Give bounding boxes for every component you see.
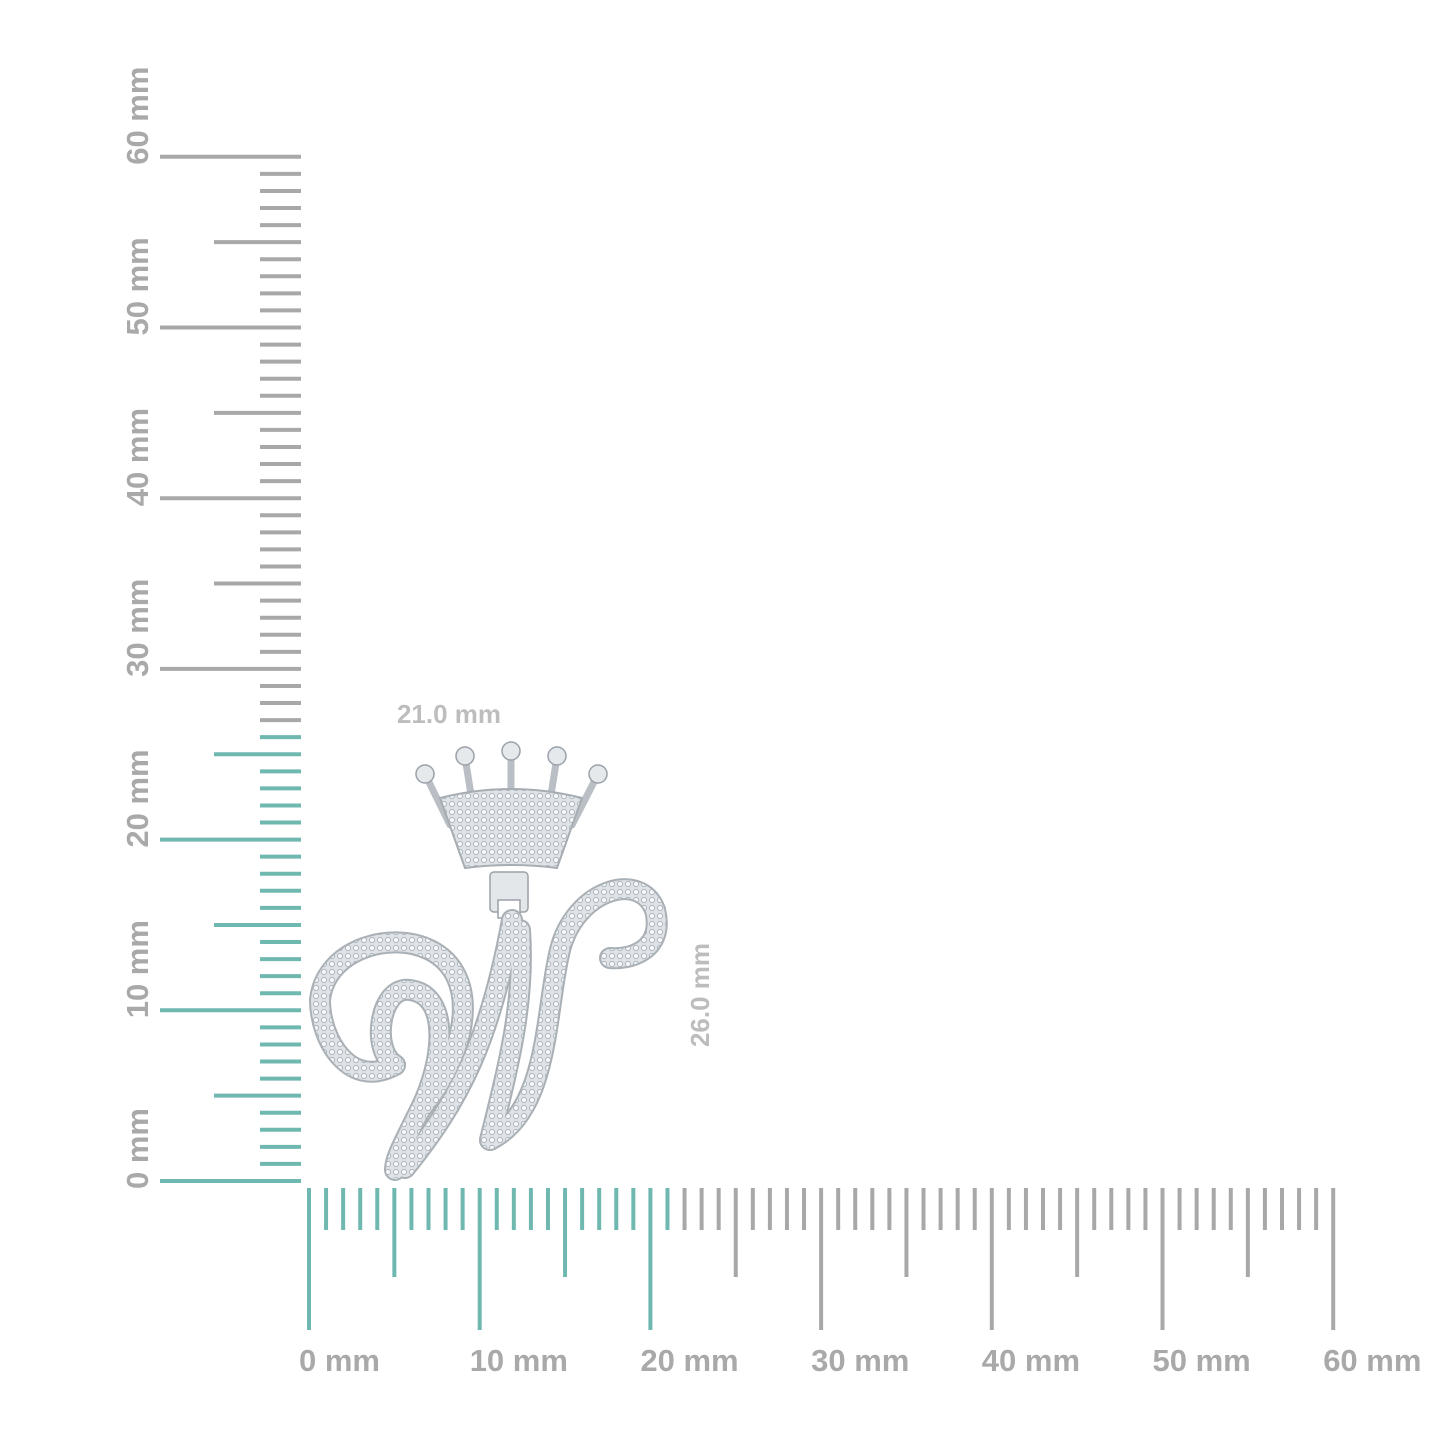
horizontal-ruler-label: 20 mm <box>640 1343 738 1378</box>
letter-w <box>308 878 668 1181</box>
vertical-ruler-label: 60 mm <box>120 67 155 165</box>
vertical-ruler-label: 0 mm <box>120 1108 155 1189</box>
horizontal-ruler-label: 60 mm <box>1323 1343 1421 1378</box>
horizontal-ruler-label: 40 mm <box>982 1343 1080 1378</box>
horizontal-ruler-label: 10 mm <box>470 1343 568 1378</box>
vertical-ruler-label: 20 mm <box>120 749 155 847</box>
horizontal-ruler-label: 30 mm <box>811 1343 909 1378</box>
horizontal-ruler-label: 50 mm <box>1153 1343 1251 1378</box>
horizontal-ruler-label: 0 mm <box>299 1343 380 1378</box>
vertical-ruler-label: 40 mm <box>120 408 155 506</box>
height-dimension-label: 26.0 mm <box>685 943 715 1047</box>
vertical-ruler-label: 50 mm <box>120 237 155 335</box>
vertical-ruler-label: 10 mm <box>120 920 155 1018</box>
crown <box>415 741 608 870</box>
vertical-ruler-label: 30 mm <box>120 579 155 677</box>
width-dimension-label: 21.0 mm <box>397 699 501 729</box>
